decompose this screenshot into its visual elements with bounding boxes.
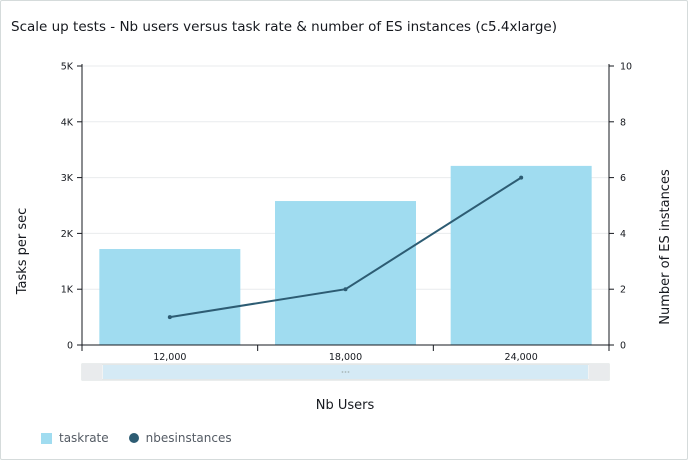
y2-tick-label: 8 [620,117,626,128]
scrollbar-grip-dot [344,371,347,373]
bar-taskrate-18000[interactable] [275,201,416,345]
point-nbesinstances[interactable] [167,315,172,320]
point-nbesinstances[interactable] [343,287,348,292]
y2-axis-title: Number of ES instances [658,169,673,325]
legend-item-nbesinstances[interactable]: nbesinstances [128,431,232,445]
y2-tick-label: 0 [620,341,626,352]
scrollbar-left-handle[interactable] [82,364,102,380]
bar-series [99,165,592,345]
legend-item-taskrate[interactable]: taskrate [41,431,109,445]
y-tick-label: 3K [61,173,74,184]
bar-taskrate-12000[interactable] [99,249,241,345]
legend-label-nbesinstances: nbesinstances [145,431,232,445]
line-series [167,175,524,320]
scrollbar-grip-dot [341,371,344,373]
bar-taskrate-24000[interactable] [450,165,592,345]
y2-tick-label: 10 [620,62,632,73]
scrollbar-grip-dot [347,371,350,373]
axes: 0 1K 2K 3K 4K 5K 0 2 4 6 8 10 12,000 18,000 24,000 [61,62,632,364]
chart-title: Scale up tests - Nb users versus task ra… [11,19,557,35]
y2-tick-label: 2 [620,285,626,296]
y-tick-label: 4K [61,117,74,128]
x-range-scrollbar[interactable] [81,363,610,381]
x-tick-label: 24,000 [505,352,538,363]
point-nbesinstances[interactable] [519,175,524,180]
legend: taskrate nbesinstances [41,431,252,445]
legend-label-taskrate: taskrate [59,431,109,445]
x-tick-label: 18,000 [329,352,362,363]
y-tick-label: 0 [67,341,73,352]
y-axis-title: Tasks per sec [15,208,30,296]
legend-swatch-dot [128,433,139,443]
y2-tick-label: 4 [620,229,626,240]
y2-tick-label: 6 [620,173,626,184]
y-tick-label: 1K [61,285,74,296]
x-tick-label: 12,000 [153,352,186,363]
y-tick-label: 2K [61,229,74,240]
x-axis-title: Nb Users [316,398,375,413]
scrollbar-right-handle[interactable] [589,364,609,380]
y-tick-label: 5K [61,62,74,73]
legend-swatch-bar [41,432,52,444]
